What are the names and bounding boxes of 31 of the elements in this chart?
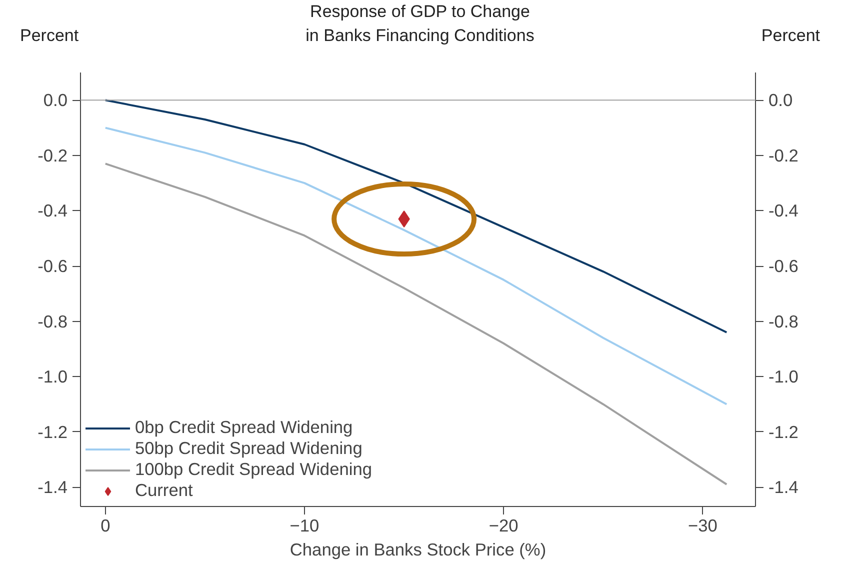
y-tick-label: -0.4 bbox=[38, 200, 68, 221]
legend-label: 0bp Credit Spread Widening bbox=[135, 417, 353, 438]
y2-tick-label: -1.0 bbox=[768, 366, 798, 387]
x-tick-label: −10 bbox=[290, 516, 320, 536]
y2-tick-label: -0.4 bbox=[768, 200, 799, 221]
y2-tick-label: -1.2 bbox=[768, 422, 798, 442]
y-tick-label: 0.0 bbox=[43, 90, 68, 110]
x-tick-label: −30 bbox=[688, 516, 718, 536]
y-tick-label: -1.4 bbox=[38, 477, 68, 498]
y-axis-title: Percent bbox=[20, 25, 80, 48]
y-tick-label: -0.6 bbox=[38, 256, 68, 276]
line-series bbox=[104, 126, 728, 406]
y-tick-label: -0.2 bbox=[38, 145, 68, 166]
x-axis-title: Change in Banks Stock Price (%) bbox=[290, 540, 546, 560]
legend-label: 50bp Credit Spread Widening bbox=[135, 438, 362, 459]
line-series bbox=[104, 162, 728, 486]
chart-title: Response of GDP to Change in Banks Financing Conditions bbox=[306, 1, 534, 48]
y-tick-label: -0.8 bbox=[38, 311, 68, 332]
y2-tick-label: -0.8 bbox=[768, 311, 798, 332]
y2-tick-label: -0.6 bbox=[768, 256, 798, 276]
legend-label: 100bp Credit Spread Widening bbox=[135, 459, 372, 480]
legend-label: Current bbox=[135, 480, 193, 501]
y2-axis-title: Percent bbox=[760, 25, 820, 48]
y2-tick-label: 0.0 bbox=[768, 90, 793, 110]
x-tick-label: −20 bbox=[488, 516, 518, 536]
y-tick-label: -1.0 bbox=[38, 366, 68, 387]
y2-tick-label: -0.2 bbox=[768, 145, 798, 166]
y-tick-label: -1.2 bbox=[38, 422, 68, 442]
line-series bbox=[104, 99, 728, 334]
x-tick-label: 0 bbox=[100, 516, 110, 536]
y2-tick-label: -1.4 bbox=[768, 477, 799, 498]
